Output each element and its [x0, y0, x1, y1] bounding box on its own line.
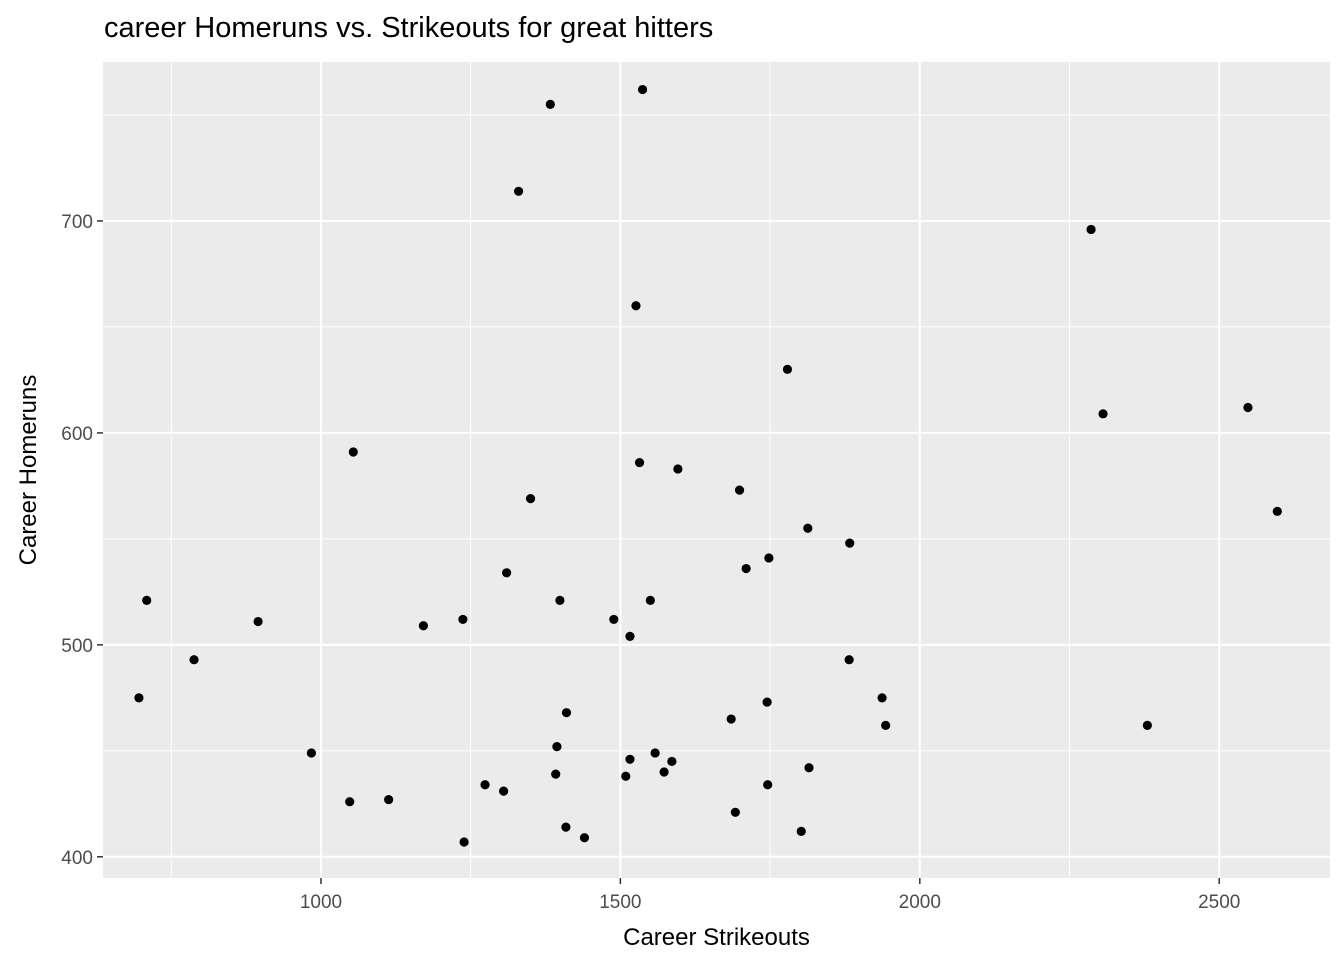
data-point: [458, 614, 468, 625]
data-point: [845, 538, 855, 548]
data-point: [631, 301, 641, 311]
data-point: [726, 714, 736, 724]
y-axis-title: Career Homeruns: [15, 375, 42, 566]
data-point: [551, 769, 561, 779]
data-point: [625, 754, 635, 764]
data-point: [741, 563, 751, 574]
data-point: [499, 786, 509, 796]
data-point: [189, 655, 199, 665]
data-point: [634, 457, 645, 468]
data-point: [730, 807, 740, 817]
data-point: [803, 523, 813, 533]
data-point: [552, 741, 562, 752]
minor-gridlines: [103, 62, 1330, 878]
data-point: [1243, 402, 1253, 413]
data-point: [418, 621, 428, 631]
data-point: [348, 447, 358, 457]
major-gridlines: [103, 62, 1330, 878]
x-tick-label: 2500: [1198, 892, 1240, 913]
data-point: [650, 748, 660, 758]
data-point: [480, 780, 490, 790]
data-point: [877, 693, 887, 703]
data-point: [142, 595, 152, 605]
y-axis-ticks: 400 500 600 700: [61, 212, 103, 869]
data-point: [1086, 224, 1096, 235]
data-point: [645, 595, 655, 605]
y-tick-label: 700: [61, 212, 93, 233]
data-point: [659, 767, 669, 777]
data-point: [525, 494, 536, 504]
plot-panel: [103, 62, 1330, 878]
data-point: [1142, 720, 1152, 730]
data-point: [762, 697, 772, 707]
data-point: [796, 826, 806, 836]
x-axis-ticks: 1000 1500 2000 2500: [300, 878, 1240, 913]
data-point: [804, 763, 814, 773]
data-point: [345, 797, 355, 807]
data-point: [1272, 506, 1282, 516]
data-point: [513, 186, 524, 196]
data-point: [673, 464, 683, 474]
y-tick-label: 600: [61, 424, 93, 445]
x-tick-label: 2000: [899, 892, 941, 913]
x-tick-label: 1000: [300, 892, 342, 913]
data-point: [579, 833, 590, 843]
data-point: [734, 485, 745, 495]
data-point: [561, 822, 571, 832]
y-tick-label: 500: [61, 636, 93, 657]
data-point: [502, 568, 512, 578]
data-points: [134, 84, 1282, 847]
data-point: [621, 771, 631, 781]
x-axis-title: Career Strikeouts: [623, 924, 810, 951]
data-point: [134, 693, 144, 703]
data-point: [306, 748, 316, 758]
y-tick-label: 400: [61, 848, 93, 869]
data-point: [609, 614, 619, 625]
data-point: [384, 794, 394, 805]
data-point: [253, 616, 263, 627]
data-point: [881, 720, 891, 730]
data-point: [844, 655, 854, 665]
data-point: [667, 756, 677, 767]
x-tick-label: 1500: [599, 892, 641, 913]
data-point: [459, 837, 469, 847]
data-point: [555, 595, 565, 605]
data-point: [782, 364, 793, 374]
data-point: [763, 780, 773, 790]
data-point: [625, 631, 635, 641]
chart-title: career Homeruns vs. Strikeouts for great…: [104, 12, 714, 44]
data-point: [764, 553, 774, 563]
data-point: [1098, 409, 1108, 419]
data-point: [545, 99, 555, 109]
data-point: [637, 84, 648, 95]
data-point: [561, 708, 572, 718]
